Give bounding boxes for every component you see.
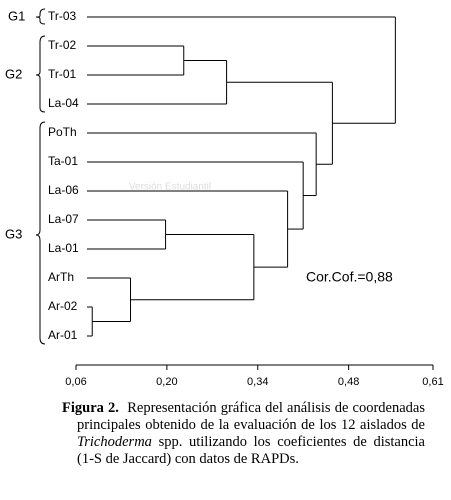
x-tick-label: 0,06 — [65, 376, 86, 388]
leaf-label: PoTh — [48, 125, 77, 139]
caption-italic: Trichoderma — [77, 434, 152, 450]
group-label: G1 — [8, 8, 25, 23]
leaf-label: La-07 — [48, 212, 79, 226]
leaf-label: La-01 — [48, 241, 79, 255]
brace — [35, 8, 46, 25]
leaf-label: ArTh — [48, 270, 74, 284]
leaf-label: La-04 — [48, 96, 79, 110]
x-tick-label: 0,34 — [247, 376, 268, 388]
brace — [35, 35, 46, 113]
x-tick-label: 0,61 — [422, 376, 443, 388]
group-label: G2 — [5, 66, 22, 81]
caption: Figura 2. Representación gráfica del aná… — [62, 400, 425, 468]
caption-label: Figura 2. — [62, 400, 119, 416]
group-label: G3 — [5, 226, 22, 241]
x-tick-label: 0,20 — [156, 376, 177, 388]
leaf-label: Tr-03 — [48, 9, 77, 23]
caption-text: Representación gráfica del análisis de c… — [77, 400, 425, 433]
brace — [35, 121, 46, 345]
annotation: Cor.Cof.=0,88 — [306, 269, 393, 285]
leaf-label: Tr-02 — [48, 38, 77, 52]
leaf-label: Tr-01 — [48, 67, 77, 81]
leaf-label: Ar-01 — [48, 328, 78, 342]
leaf-label: Ar-02 — [48, 299, 78, 313]
leaf-label: Ta-01 — [48, 154, 78, 168]
x-tick-label: 0,48 — [338, 376, 359, 388]
leaf-label: La-06 — [48, 183, 79, 197]
caption-text: spp. utilizando los coeficientes de dist… — [77, 434, 425, 467]
watermark: Versión Estudiantil — [129, 182, 211, 193]
chart: G1 G2 G3 Versión Estudiantil Cor.Cof.=0,… — [5, 8, 444, 388]
